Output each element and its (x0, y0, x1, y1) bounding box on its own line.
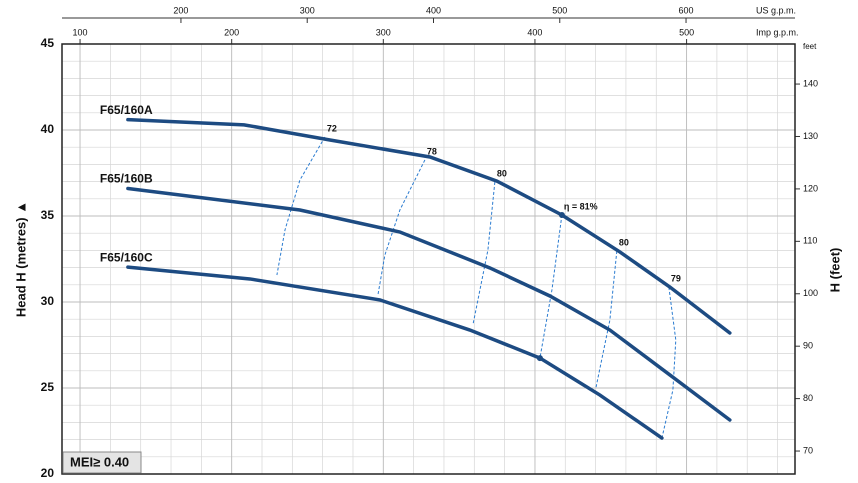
x2-tick-label: 500 (679, 27, 694, 37)
efficiency-line (377, 159, 426, 296)
y2-tick-label: 140 (803, 78, 818, 88)
x2-tick-label: 300 (376, 27, 391, 37)
x2-axis-title: Imp g.p.m. (756, 27, 799, 37)
efficiency-label: η = 81% (564, 201, 598, 211)
y-tick-label: 45 (41, 36, 55, 50)
x-axis-title: US g.p.m. (756, 5, 796, 15)
efficiency-line (661, 286, 677, 439)
y-tick-label: 40 (41, 122, 55, 136)
y-tick-label: 30 (41, 294, 55, 308)
x-tick-label: 500 (552, 5, 567, 15)
efficiency-label: 78 (427, 146, 437, 156)
x-tick-label: 200 (173, 5, 188, 15)
efficiency-label: 80 (497, 168, 507, 178)
y2-tick-label: 80 (803, 393, 813, 403)
x2-tick-label: 400 (527, 27, 542, 37)
efficiency-point (536, 355, 543, 362)
y2-tick-label: 130 (803, 131, 818, 141)
mei-box (62, 451, 142, 474)
y2-unit: feet (803, 42, 817, 51)
efficiency-label: 79 (671, 273, 681, 283)
y-tick-label: 25 (41, 380, 55, 394)
y2-axis-title: H (feet) (827, 248, 842, 293)
x2-tick-label: 200 (224, 27, 239, 37)
x2-tick-label: 100 (73, 27, 88, 37)
curve-label: F65/160B (100, 172, 153, 186)
curve-label: F65/160A (100, 103, 153, 117)
efficiency-line (472, 181, 496, 326)
pump-curve (126, 265, 664, 440)
y2-tick-label: 110 (803, 236, 817, 246)
x-tick-label: 400 (426, 5, 441, 15)
y2-tick-label: 70 (803, 445, 813, 455)
y-axis-title: Head H (metres) ▲ (13, 201, 28, 317)
efficiency-line (276, 136, 326, 276)
efficiency-point (558, 211, 565, 218)
y2-tick-label: 120 (803, 183, 818, 193)
y2-tick-label: 90 (803, 341, 813, 351)
efficiency-label: 72 (327, 123, 337, 133)
curve-label: F65/160C (100, 250, 153, 264)
pump-curve (126, 186, 732, 422)
pump-curve (126, 117, 732, 335)
y-tick-label: 20 (41, 466, 55, 480)
y-tick-label: 35 (41, 208, 55, 222)
efficiency-line (539, 214, 563, 359)
efficiency-label: 80 (619, 237, 629, 247)
y2-tick-label: 100 (803, 288, 818, 298)
x-tick-label: 300 (300, 5, 315, 15)
plot-frame (61, 43, 796, 475)
efficiency-line (595, 250, 618, 389)
mei-annotation: MEI≥ 0.40 (70, 454, 129, 469)
x-tick-label: 600 (679, 5, 694, 15)
